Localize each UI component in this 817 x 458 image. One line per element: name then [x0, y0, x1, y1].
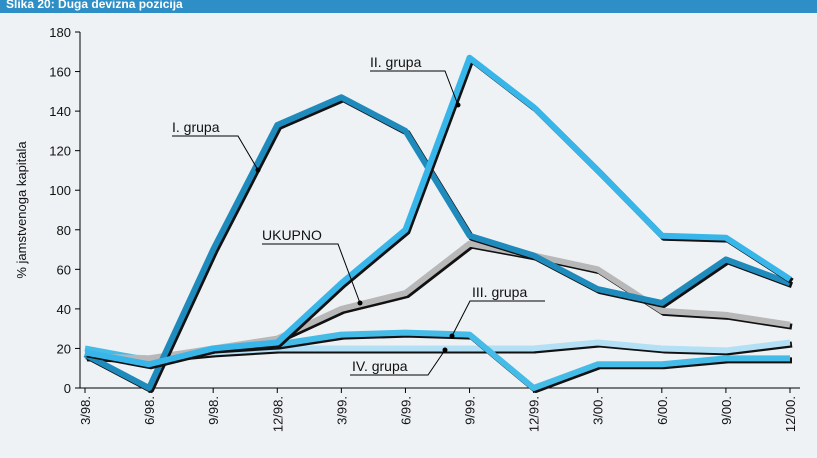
y-tick-label: 20 [57, 341, 71, 356]
series-label: I. grupa [172, 119, 220, 135]
leader-line [451, 300, 545, 337]
x-tick-label: 6/98. [142, 396, 157, 425]
y-tick-label: 60 [57, 262, 71, 277]
series-label: II. grupa [370, 54, 422, 70]
x-tick-label: 9/99. [463, 396, 478, 425]
x-tick-label: 6/00. [655, 396, 670, 425]
y-axis-label: % jamstvenoga kapitala [14, 141, 29, 279]
x-tick-label: 3/00. [591, 396, 606, 425]
series-label: IV. grupa [352, 358, 408, 374]
y-tick-label: 160 [49, 65, 71, 80]
chart-title: Slika 20: Duga devizna pozicija [6, 0, 183, 11]
y-tick-label: 120 [49, 144, 71, 159]
y-tick-label: 180 [49, 25, 71, 40]
x-tick-label: 12/00. [783, 396, 798, 432]
leader-dot [357, 300, 363, 306]
series-label: UKUPNO [262, 227, 322, 243]
leader-line [370, 70, 459, 106]
x-tick-label: 3/99. [334, 396, 349, 425]
title-bar [0, 0, 817, 13]
line [84, 54, 792, 368]
x-tick-label: 9/98. [206, 396, 221, 425]
x-tick-label: 12/99. [527, 396, 542, 432]
line [83, 94, 792, 391]
leader-line [350, 349, 446, 376]
x-tick-label: 9/00. [719, 396, 734, 425]
y-tick-label: 0 [64, 381, 71, 396]
x-tick-label: 3/98. [78, 396, 93, 425]
series-label: III. grupa [472, 284, 527, 300]
leader-dot [455, 102, 461, 108]
leader-dot [449, 333, 455, 339]
line-shadow [86, 56, 794, 370]
y-tick-label: 40 [57, 302, 71, 317]
y-tick-label: 80 [57, 223, 71, 238]
y-tick-label: 100 [49, 183, 71, 198]
leader-line [262, 243, 361, 304]
leader-line [172, 135, 259, 171]
y-tick-label: 140 [49, 104, 71, 119]
x-tick-label: 6/99. [398, 396, 413, 425]
x-tick-label: 12/98. [270, 396, 285, 432]
leader-dot [255, 167, 261, 173]
leader-dot [442, 347, 448, 353]
